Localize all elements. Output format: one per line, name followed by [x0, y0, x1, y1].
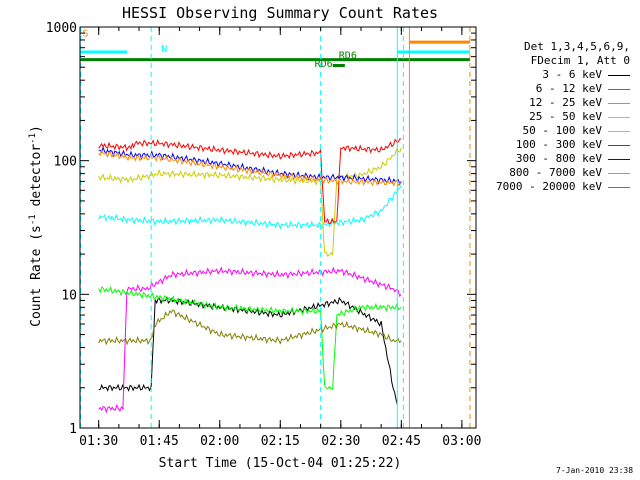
legend-entry-7000-20000-kev: 7000 - 20000 keV [478, 180, 630, 194]
legend-label: 800 - 7000 keV [509, 166, 602, 179]
y-tick-label-3: 1000 [46, 21, 77, 36]
legend-swatch [608, 89, 630, 90]
x-tick-label-0: 01:30 [79, 434, 118, 449]
legend-entry-12-25-kev: 12 - 25 keV [478, 96, 630, 110]
legend-swatch [608, 103, 630, 104]
legend-swatch [608, 131, 630, 132]
legend-swatch [608, 117, 630, 118]
annotation-n-1: N [161, 44, 167, 55]
series-line-100-300-kev [98, 138, 402, 225]
tick-layer: 01:30 01:45 02:00 02:15 02:30 02:45 03:00 1 10 10… [46, 21, 482, 449]
legend: Det 1,3,4,5,6,9, FDecim 1, Att 0 3 - 6 k… [478, 40, 630, 194]
y-tick-label-2: 100 [54, 155, 77, 170]
y-tick-label-1: 10 [61, 288, 77, 303]
series-line-800-7000-kev [98, 148, 402, 187]
timestamp: 7-Jan-2010 23:38 [556, 466, 634, 475]
x-tick-label-6: 03:00 [442, 434, 481, 449]
legend-label: 25 - 50 keV [529, 110, 602, 123]
legend-entry-50-100-kev: 50 - 100 keV [478, 124, 630, 138]
flag-layer [80, 40, 470, 68]
x-axis-label: Start Time (15-Oct-04 01:25:22) [159, 456, 402, 471]
legend-entry-100-300-kev: 100 - 300 keV [478, 138, 630, 152]
y-axis-label: Count Rate (s-1 detector-1) [28, 125, 44, 327]
series-line-7000-20000-kev [98, 309, 402, 346]
series-line-3-6-kev [98, 296, 398, 405]
legend-entry-300-800-kev: 300 - 800 keV [478, 152, 630, 166]
legend-entry-3-6-kev: 3 - 6 keV [478, 68, 630, 82]
vline-layer [80, 27, 471, 428]
legend-entry-25-50-kev: 25 - 50 keV [478, 110, 630, 124]
legend-header-line-2: FDecim 1, Att 0 [530, 54, 630, 67]
legend-label: 12 - 25 keV [529, 96, 602, 109]
series-layer [98, 138, 402, 414]
legend-label: 3 - 6 keV [542, 68, 602, 81]
annotation-rd6-2: RD6 [315, 59, 333, 70]
legend-header-line-1: Det 1,3,4,5,6,9, [524, 40, 630, 53]
series-line-6-12-kev [98, 266, 402, 414]
x-tick-label-1: 01:45 [140, 434, 179, 449]
legend-swatch [608, 173, 630, 174]
annotation-rd6-3: RD6 [339, 51, 357, 62]
chart-title: HESSI Observing Summary Count Rates [122, 4, 438, 22]
series-line-300-800-kev [98, 146, 402, 186]
legend-swatch [608, 187, 630, 188]
legend-entry-6-12-kev: 6 - 12 keV [478, 82, 630, 96]
x-tick-label-4: 02:30 [321, 434, 360, 449]
x-tick-label-5: 02:45 [382, 434, 421, 449]
axes-frame [79, 26, 477, 429]
legend-swatch [608, 75, 630, 76]
legend-label: 50 - 100 keV [522, 124, 602, 137]
series-line-25-50-kev [98, 185, 402, 230]
legend-swatch [608, 145, 630, 146]
series-line-50-100-kev [98, 147, 402, 257]
y-tick-label-0: 1 [69, 422, 77, 437]
x-tick-label-2: 02:00 [200, 434, 239, 449]
legend-label: 300 - 800 keV [515, 152, 602, 165]
legend-label: 100 - 300 keV [515, 138, 602, 151]
x-tick-label-3: 02:15 [261, 434, 300, 449]
legend-entry-800-7000-kev: 800 - 7000 keV [478, 166, 630, 180]
legend-entries: 3 - 6 keV 6 - 12 keV 12 - 25 keV 25 - 50 ke… [478, 68, 630, 194]
legend-swatch [608, 159, 630, 160]
annotation-s-0: S [83, 28, 89, 39]
legend-label: 6 - 12 keV [535, 82, 602, 95]
legend-label: 7000 - 20000 keV [496, 180, 602, 193]
series-line-12-25-kev [98, 285, 402, 390]
annotation-layer: S N RD6 RD6 [83, 28, 357, 70]
